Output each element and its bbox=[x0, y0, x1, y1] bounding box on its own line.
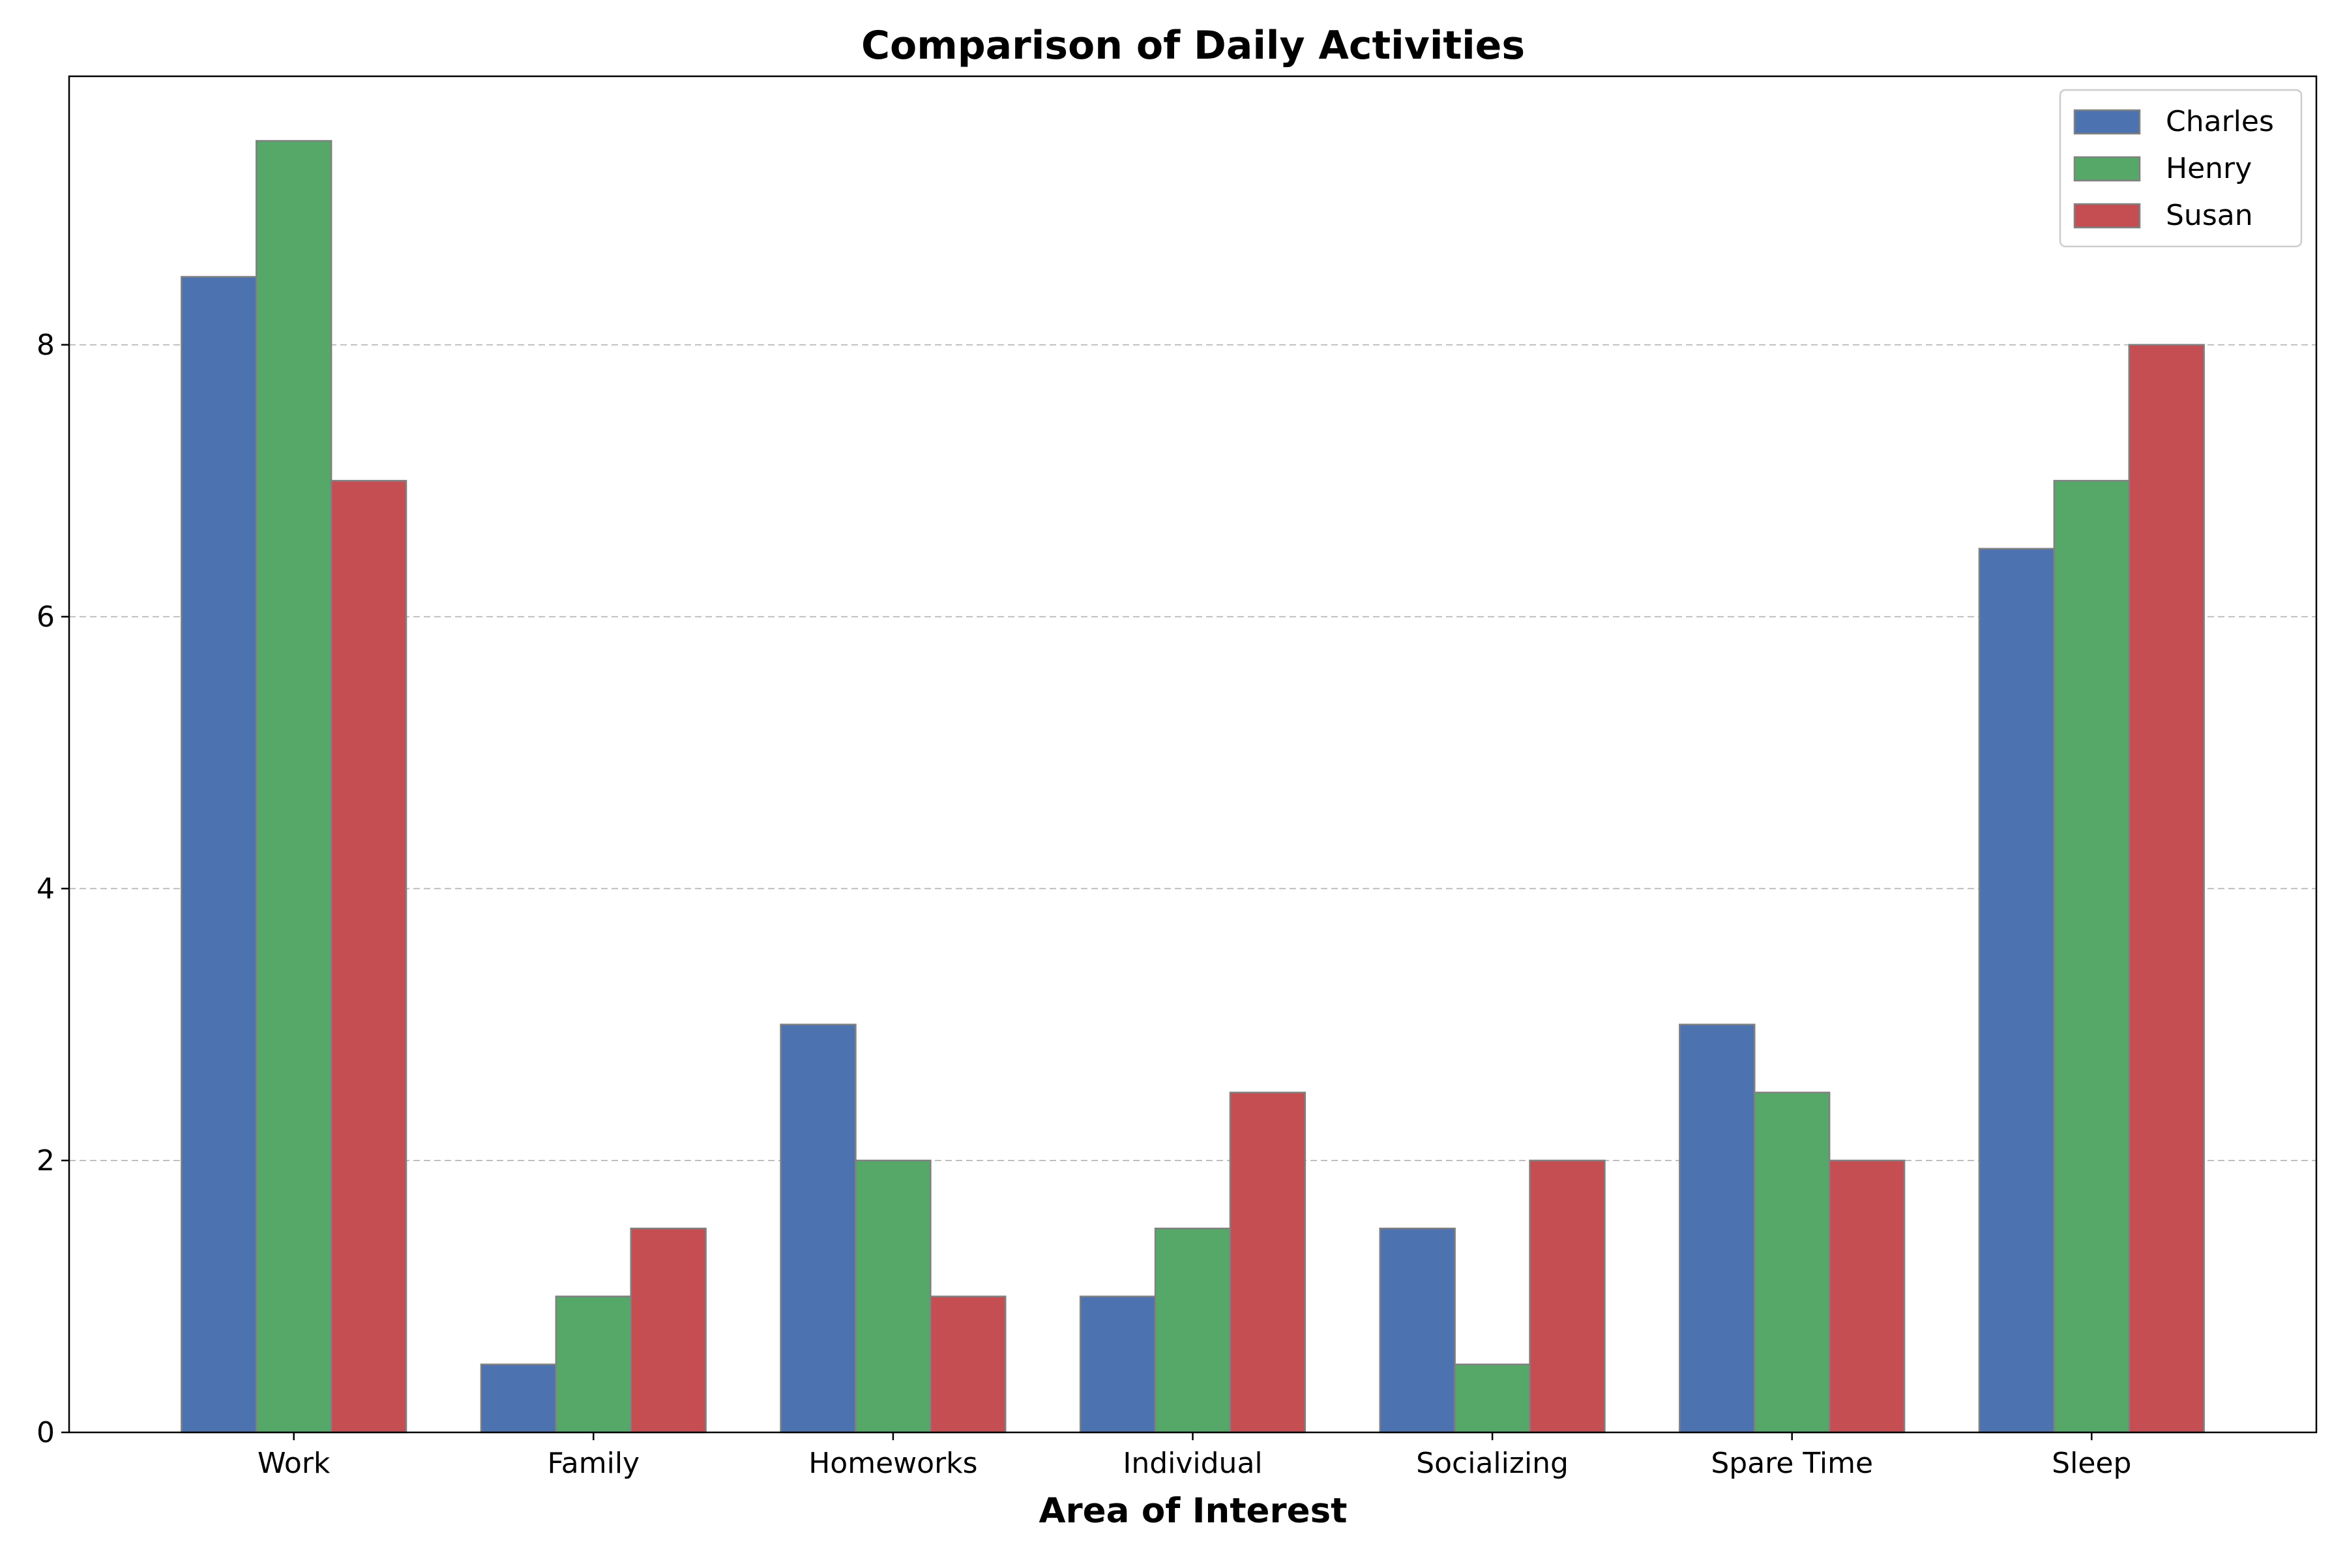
bar-susan-individual bbox=[1229, 1091, 1306, 1434]
x-tick-label: Family bbox=[548, 1447, 640, 1480]
legend-swatch-susan bbox=[2073, 203, 2141, 229]
chart-title: Comparison of Daily Activities bbox=[861, 23, 1525, 68]
bar-henry-socializing bbox=[1454, 1363, 1531, 1434]
y-tick-label: 8 bbox=[37, 329, 55, 362]
bar-charles-individual bbox=[1079, 1295, 1157, 1434]
bar-susan-family bbox=[630, 1227, 707, 1434]
bar-charles-spare-time bbox=[1679, 1024, 1756, 1434]
y-tick-label: 4 bbox=[37, 872, 55, 906]
bar-susan-homeworks bbox=[930, 1295, 1007, 1434]
bars bbox=[181, 140, 2205, 1434]
x-tick-label: Sleep bbox=[2052, 1447, 2131, 1480]
bar-susan-work bbox=[330, 480, 407, 1434]
x-tick-label: Individual bbox=[1123, 1447, 1262, 1480]
grid-lines bbox=[69, 344, 2316, 1161]
bar-susan-socializing bbox=[1529, 1159, 1606, 1434]
bar-charles-work bbox=[181, 276, 258, 1434]
bar-henry-work bbox=[256, 140, 332, 1434]
bar-charles-homeworks bbox=[780, 1024, 857, 1434]
legend-swatch-henry bbox=[2073, 156, 2141, 182]
legend-items: Charles Henry Susan bbox=[2073, 105, 2274, 232]
bar-henry-sleep bbox=[2053, 480, 2131, 1434]
bar-charles-socializing bbox=[1379, 1227, 1456, 1434]
x-axis-ticks: Work Family Homeworks Individual Socializing… bbox=[258, 1432, 2131, 1480]
legend: Charles Henry Susan bbox=[2059, 89, 2303, 248]
bar-susan-spare-time bbox=[1828, 1159, 1906, 1434]
legend-label-charles: Charles bbox=[2166, 105, 2274, 138]
x-axis-label: Area of Interest bbox=[1039, 1491, 1348, 1531]
legend-swatch-charles bbox=[2073, 109, 2141, 135]
legend-label-henry: Henry bbox=[2166, 152, 2252, 185]
bar-henry-homeworks bbox=[855, 1159, 932, 1434]
y-tick-label: 2 bbox=[37, 1144, 55, 1177]
legend-label-susan: Susan bbox=[2166, 199, 2253, 232]
x-tick-label: Work bbox=[258, 1447, 331, 1480]
bar-henry-individual bbox=[1154, 1227, 1232, 1434]
bar-henry-spare-time bbox=[1754, 1091, 1831, 1434]
x-tick-label: Spare Time bbox=[1711, 1447, 1873, 1480]
bar-charles-family bbox=[480, 1363, 557, 1434]
x-tick-label: Homeworks bbox=[808, 1447, 977, 1480]
y-axis-ticks: 0 2 4 6 8 bbox=[37, 329, 69, 1449]
y-tick-label: 0 bbox=[37, 1416, 55, 1449]
bar-charles-sleep bbox=[1978, 548, 2056, 1434]
bar-susan-sleep bbox=[2128, 344, 2205, 1434]
bar-henry-family bbox=[555, 1295, 632, 1434]
y-tick-label: 6 bbox=[37, 600, 55, 634]
x-tick-label: Socializing bbox=[1416, 1447, 1569, 1480]
